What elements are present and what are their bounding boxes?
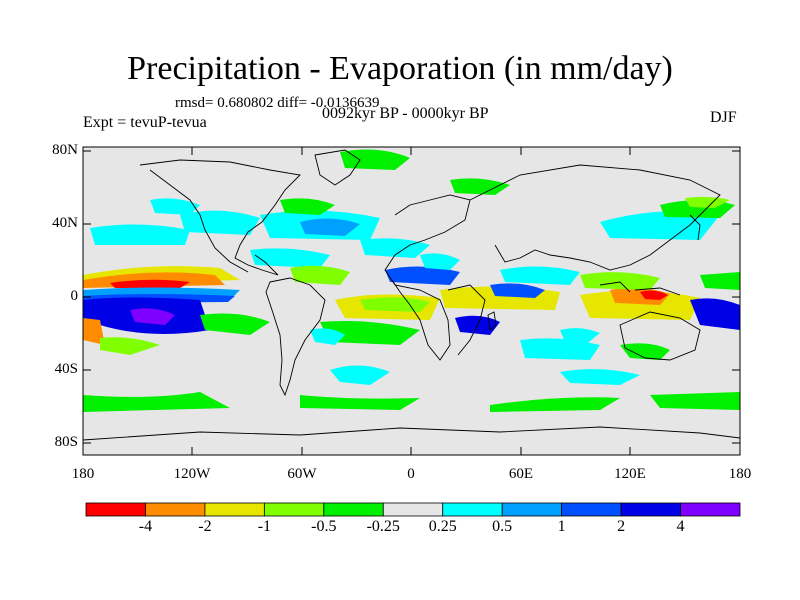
colorbar-swatch-1	[145, 502, 206, 517]
colorbar-label-7: 1	[557, 518, 566, 535]
colorbar-swatch-7	[501, 502, 563, 517]
lon-label-60e: 60E	[508, 466, 534, 482]
lon-label-0: 0	[407, 466, 415, 482]
lon-label-180e: 180	[728, 466, 752, 482]
colorbar-swatch-5	[382, 502, 444, 517]
lat-label-80s: 80S	[54, 434, 78, 450]
lon-label-120e: 120E	[614, 466, 646, 482]
colorbar-swatch-10	[680, 502, 741, 517]
colorbar-label-9: 4	[676, 518, 685, 535]
lat-label-0: 0	[70, 288, 79, 304]
stats-text: rmsd= 0.680802 diff= -0.0136639	[175, 95, 380, 111]
colorbar-swatch-9	[620, 502, 681, 517]
precip-evap-field	[83, 149, 740, 412]
map-plot-area	[83, 147, 740, 455]
lon-label-120w: 120W	[173, 466, 211, 482]
colorbar-swatch-0	[85, 502, 146, 517]
lat-label-80n: 80N	[52, 142, 78, 158]
colorbar-label-4: -0.25	[366, 518, 400, 535]
colorbar-label-0: -4	[138, 518, 153, 535]
colorbar-label-1: -2	[198, 518, 212, 535]
colorbar-label-3: -0.5	[311, 518, 337, 535]
season-text: DJF	[710, 109, 737, 126]
colorbar-label-8: 2	[617, 518, 626, 535]
lat-label-40s: 40S	[54, 361, 78, 377]
axis-ticks	[82, 147, 741, 455]
colorbar-label-2: -1	[257, 518, 272, 535]
colorbar-swatch-3	[263, 502, 325, 517]
colorbar-swatch-8	[561, 502, 622, 517]
lon-label-180w: 180	[71, 466, 95, 482]
period-text: 0092kyr BP - 0000kyr BP	[322, 105, 489, 122]
map-title: Precipitation - Evaporation (in mm/day)	[127, 50, 673, 87]
lon-label-60w: 60W	[287, 466, 317, 482]
colorbar	[85, 502, 741, 517]
experiment-text: Expt = tevuP-tevua	[83, 114, 207, 131]
coastlines	[83, 149, 740, 441]
colorbar-label-5: 0.25	[428, 518, 457, 535]
lat-label-40n: 40N	[52, 215, 78, 231]
colorbar-swatch-4	[323, 502, 384, 517]
colorbar-swatch-2	[204, 502, 265, 517]
colorbar-swatch-6	[442, 502, 503, 517]
colorbar-label-6: 0.5	[492, 518, 513, 535]
